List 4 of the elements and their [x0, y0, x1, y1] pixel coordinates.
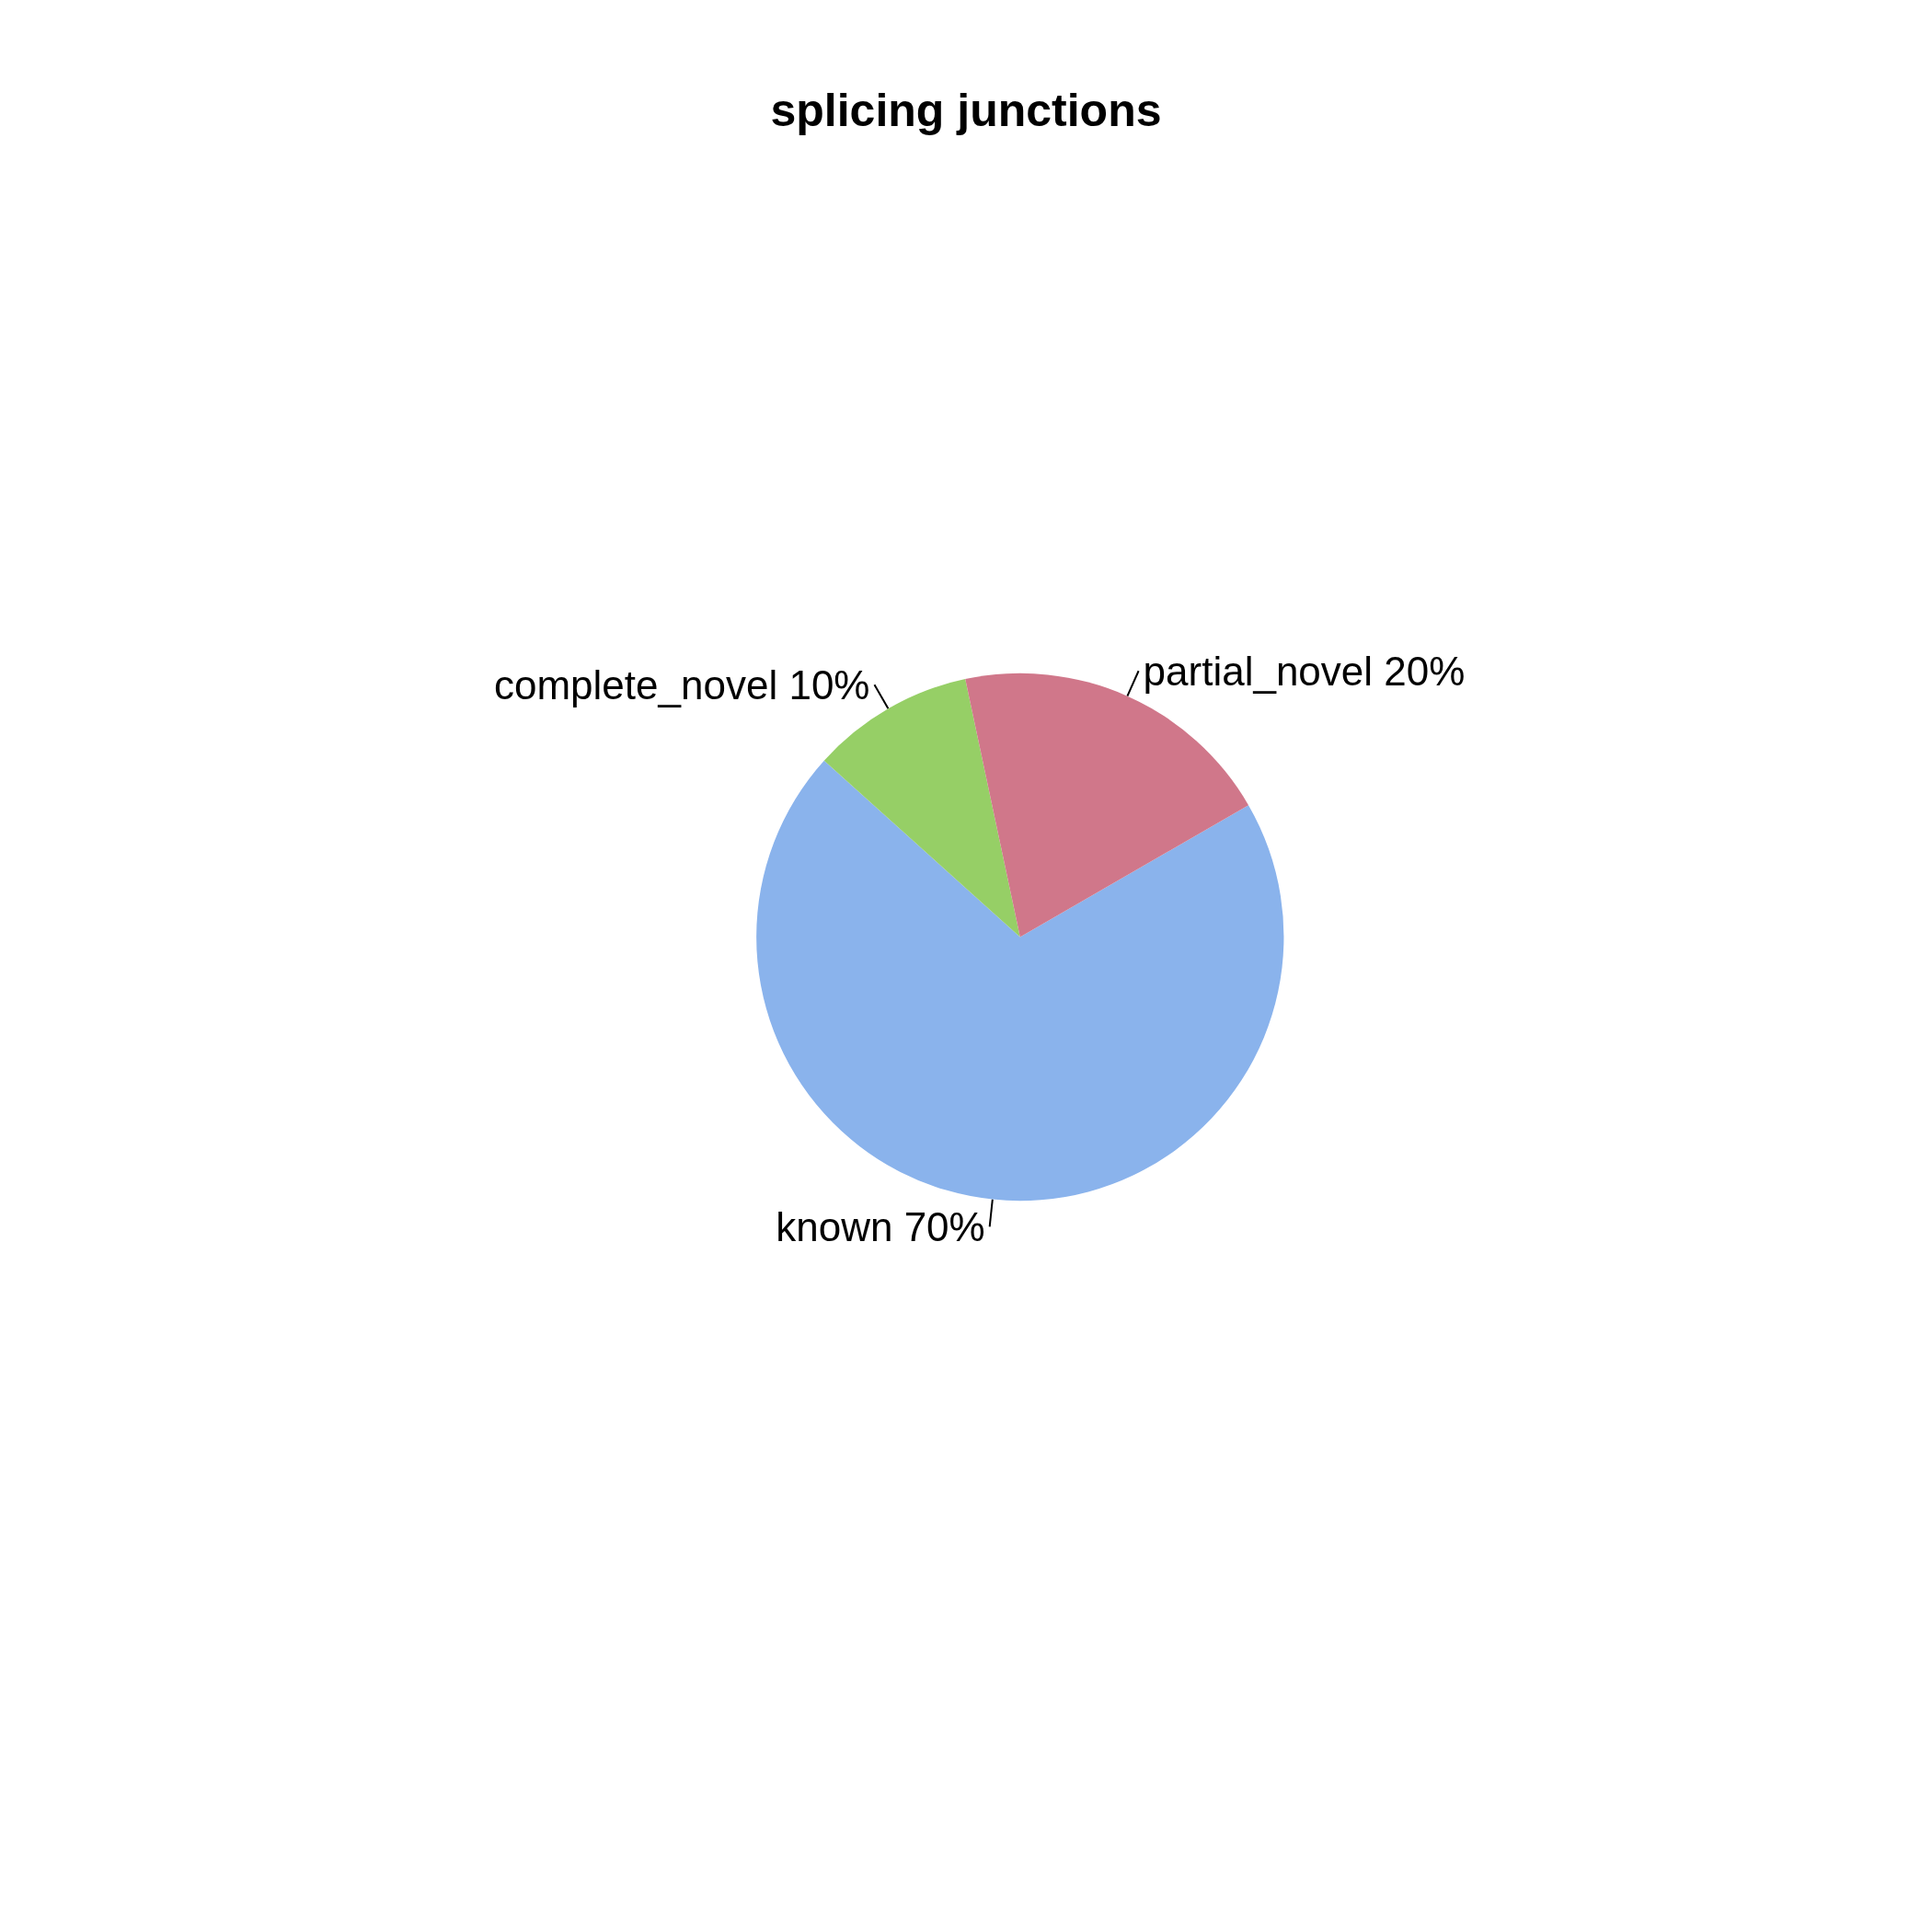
slice-label: complete_novel 10%: [493, 661, 870, 707]
slice-label: partial_novel 20%: [1143, 648, 1466, 694]
slice-label: known 70%: [776, 1203, 985, 1249]
chart-title: splicing junctions: [770, 85, 1162, 136]
